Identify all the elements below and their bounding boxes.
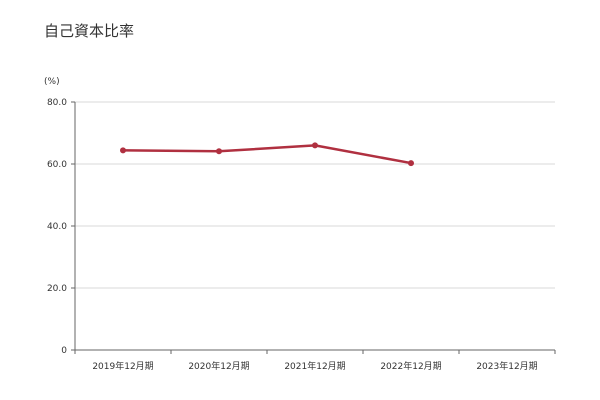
x-tick-label: 2021年12月期 — [284, 360, 345, 372]
y-tick-label: 80.0 — [47, 98, 67, 108]
chart-title: 自己資本比率 — [44, 22, 135, 40]
x-tick-label: 2020年12月期 — [188, 360, 249, 372]
x-tick-label: 2022年12月期 — [380, 360, 441, 372]
data-point — [120, 147, 126, 154]
x-tick-labels: 2019年12月期 2020年12月期 2021年12月期 2022年12月期 2023… — [92, 360, 537, 372]
y-tick-label: 0 — [61, 346, 67, 356]
y-tick-label: 40.0 — [47, 222, 67, 232]
x-tick-label: 2023年12月期 — [476, 360, 537, 372]
series-line — [122, 144, 412, 165]
data-point — [216, 148, 222, 155]
x-tick-label: 2019年12月期 — [92, 360, 153, 372]
y-tick-labels: 0 20.0 40.0 60.0 80.0 — [47, 98, 67, 356]
gridlines — [75, 101, 555, 289]
data-point — [312, 142, 318, 149]
axes — [71, 101, 556, 354]
y-axis-unit-label: (%) — [44, 77, 60, 87]
y-tick-label: 20.0 — [47, 284, 67, 294]
y-tick-label: 60.0 — [47, 160, 67, 170]
series — [120, 142, 414, 167]
data-point — [408, 160, 414, 167]
